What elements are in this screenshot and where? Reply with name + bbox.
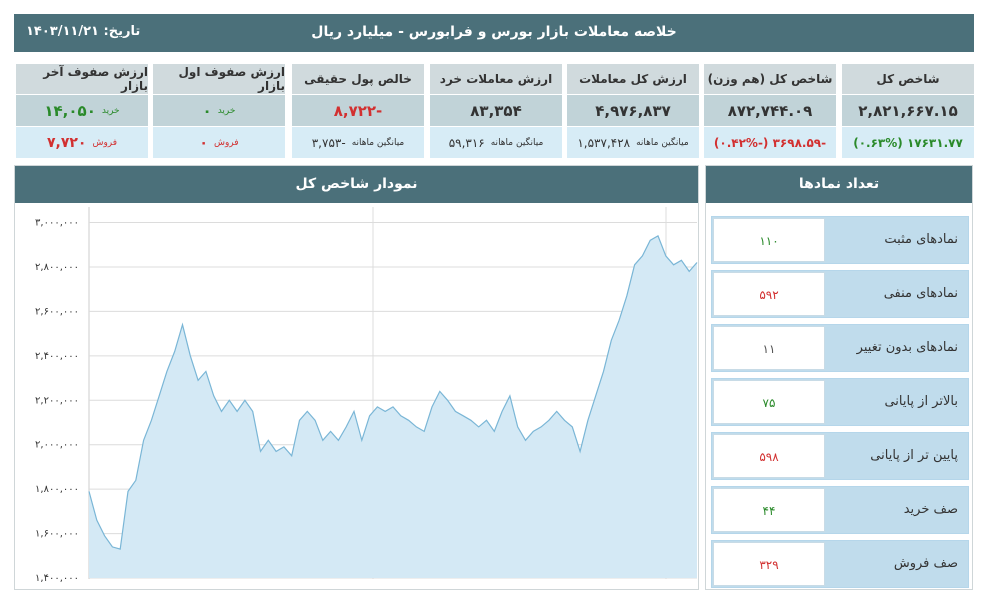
card-title: ارزش صفوف آخر بازار (16, 64, 148, 94)
sell-value: ۷,۷۲۰ (46, 134, 87, 151)
symbol-label: نمادهای منفی (883, 286, 958, 301)
card-value: -۸,۷۲۲ (292, 95, 424, 126)
header-date: تاریخ: ۱۴۰۳/۱۱/۲۱ (26, 24, 141, 39)
card-change: ۱۷۶۳۱.۷۷ (۰.۶۳%) (842, 127, 974, 158)
card-buy: خرید ۰ (153, 95, 285, 126)
y-tick-label: ۳,۰۰۰,۰۰۰ (35, 218, 79, 229)
y-tick-label: ۲,۲۰۰,۰۰۰ (35, 395, 79, 406)
header-bar: خلاصه معاملات بازار بورس و فرابورس - میل… (14, 14, 974, 52)
card: ارزش کل معاملات ۴,۹۷۶,۸۳۷ میانگین ماهانه… (567, 64, 699, 158)
card-value: ۸۷۲,۷۴۴.۰۹ (704, 95, 836, 126)
symbol-row: ۷۵ بالاتر از پایانی (711, 378, 969, 426)
y-tick-label: ۲,۴۰۰,۰۰۰ (35, 351, 79, 362)
symbol-count: ۱۱ (713, 326, 825, 370)
buy-label: خرید (101, 105, 120, 116)
card-average: میانگین ماهانه ۱,۵۳۷,۴۲۸ (567, 127, 699, 158)
symbol-label: پایین تر از پایانی (870, 448, 958, 463)
buy-label: خرید (217, 105, 236, 116)
avg-label: میانگین ماهانه (490, 137, 544, 148)
symbol-count: ۴۴ (713, 488, 825, 532)
symbol-label: نمادهای بدون تغییر (856, 340, 958, 355)
symbol-count: ۵۹۸ (713, 434, 825, 478)
y-tick-label: ۲,۰۰۰,۰۰۰ (35, 440, 79, 451)
card-title: ارزش معاملات خرد (430, 64, 562, 94)
symbol-label: صف خرید (903, 502, 958, 517)
line (88, 235, 698, 550)
card: ارزش صفوف اول بازار خرید ۰ فروش ۰ (153, 64, 285, 158)
avg-value: ۵۹,۳۱۶ (448, 135, 485, 150)
card-title: خالص پول حقیقی (292, 64, 424, 94)
card: ارزش معاملات خرد ۸۳,۳۵۴ میانگین ماهانه ۵۹… (430, 64, 562, 158)
chart-panel: نمودار شاخص کل ۱,۴۰۰,۰۰۰ ۱,۶۰۰,۰۰۰ ۱,۸۰۰,۰… (14, 165, 699, 590)
avg-label: میانگین ماهانه (636, 137, 689, 148)
symbols-panel: تعداد نمادها ۱۱۰ نمادهای مثبت ۵۹۲ نمادهای … (705, 165, 973, 590)
buy-value: ۰ (202, 101, 212, 120)
sell-label: فروش (92, 137, 118, 148)
card-average: میانگین ماهانه -۳,۷۵۳ (292, 127, 424, 158)
header-title: خلاصه معاملات بازار بورس و فرابورس - میل… (311, 24, 677, 40)
y-tick-label: ۲,۶۰۰,۰۰۰ (35, 306, 79, 317)
sell-label: فروش (213, 137, 239, 148)
card-title: ارزش کل معاملات (567, 64, 699, 94)
chart-title: نمودار شاخص کل (15, 166, 698, 203)
card-change: -۳۶۹۸.۵۹ (-۰.۴۲%) (704, 127, 836, 158)
symbol-row: ۱۱۰ نمادهای مثبت (711, 216, 969, 264)
avg-value: -۳,۷۵۳ (311, 135, 346, 150)
symbol-count: ۳۲۹ (713, 542, 825, 586)
chart: ۱,۴۰۰,۰۰۰ ۱,۶۰۰,۰۰۰ ۱,۸۰۰,۰۰۰ ۲,۰۰۰,۰۰۰ ۲,۲۰… (35, 207, 698, 584)
symbol-count: ۱۱۰ (713, 218, 825, 262)
card-sell: فروش ۷,۷۲۰ (16, 127, 148, 158)
card-buy: خرید ۱۴,۰۵۰ (16, 95, 148, 126)
y-tick-label: ۱,۶۰۰,۰۰۰ (35, 529, 79, 540)
avg-label: میانگین ماهانه (351, 137, 405, 148)
card: شاخص کل ۲,۸۲۱,۶۶۷.۱۵ ۱۷۶۳۱.۷۷ (۰.۶۳%) (842, 64, 974, 158)
card-value: ۲,۸۲۱,۶۶۷.۱۵ (842, 95, 974, 126)
card-title: ارزش صفوف اول بازار (153, 64, 285, 94)
symbol-row: ۱۱ نمادهای بدون تغییر (711, 324, 969, 372)
y-tick-label: ۱,۸۰۰,۰۰۰ (35, 484, 79, 495)
sell-value: ۰ (199, 134, 208, 151)
card: شاخص کل (هم وزن) ۸۷۲,۷۴۴.۰۹ -۳۶۹۸.۵۹ (-۰… (704, 64, 836, 158)
avg-value: ۱,۵۳۷,۴۲۸ (577, 135, 631, 150)
symbols-title: تعداد نمادها (706, 166, 972, 203)
y-tick-label: ۲,۸۰۰,۰۰۰ (35, 262, 79, 273)
symbol-label: بالاتر از پایانی (884, 394, 958, 409)
symbol-count: ۷۵ (713, 380, 825, 424)
card-sell: فروش ۰ (153, 127, 285, 158)
buy-value: ۱۴,۰۵۰ (44, 101, 96, 120)
card: ارزش صفوف آخر بازار خرید ۱۴,۰۵۰ فروش ۷,۷۲۰ (16, 64, 148, 158)
symbol-row: ۴۴ صف خرید (711, 486, 969, 534)
symbol-row: ۵۹۸ پایین تر از پایانی (711, 432, 969, 480)
y-tick-label: ۱,۴۰۰,۰۰۰ (35, 573, 79, 584)
symbol-count: ۵۹۲ (713, 272, 825, 316)
symbol-row: ۵۹۲ نمادهای منفی (711, 270, 969, 318)
symbol-label: نمادهای مثبت (884, 232, 958, 247)
card-value: ۸۳,۳۵۴ (430, 95, 562, 126)
card-title: شاخص کل (842, 64, 974, 94)
card: خالص پول حقیقی -۸,۷۲۲ میانگین ماهانه -۳,۷… (292, 64, 424, 158)
symbol-label: صف فروش (893, 556, 958, 571)
card-value: ۴,۹۷۶,۸۳۷ (567, 95, 699, 126)
symbol-row: ۳۲۹ صف فروش (711, 540, 969, 588)
card-title: شاخص کل (هم وزن) (704, 64, 836, 94)
card-average: میانگین ماهانه ۵۹,۳۱۶ (430, 127, 562, 158)
